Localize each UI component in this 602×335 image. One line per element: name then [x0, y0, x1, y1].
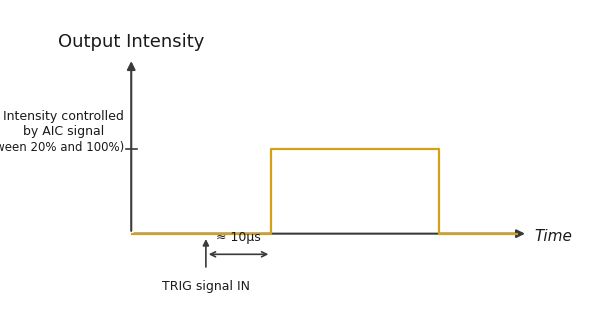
Text: Intensity controlled
by AIC signal: Intensity controlled by AIC signal: [4, 110, 124, 138]
Text: Time: Time: [535, 229, 573, 244]
Text: ≈ 10µs: ≈ 10µs: [216, 231, 261, 244]
Text: (between 20% and 100%): (between 20% and 100%): [0, 141, 124, 154]
Text: Output Intensity: Output Intensity: [58, 32, 205, 51]
Text: TRIG signal IN: TRIG signal IN: [162, 280, 250, 293]
